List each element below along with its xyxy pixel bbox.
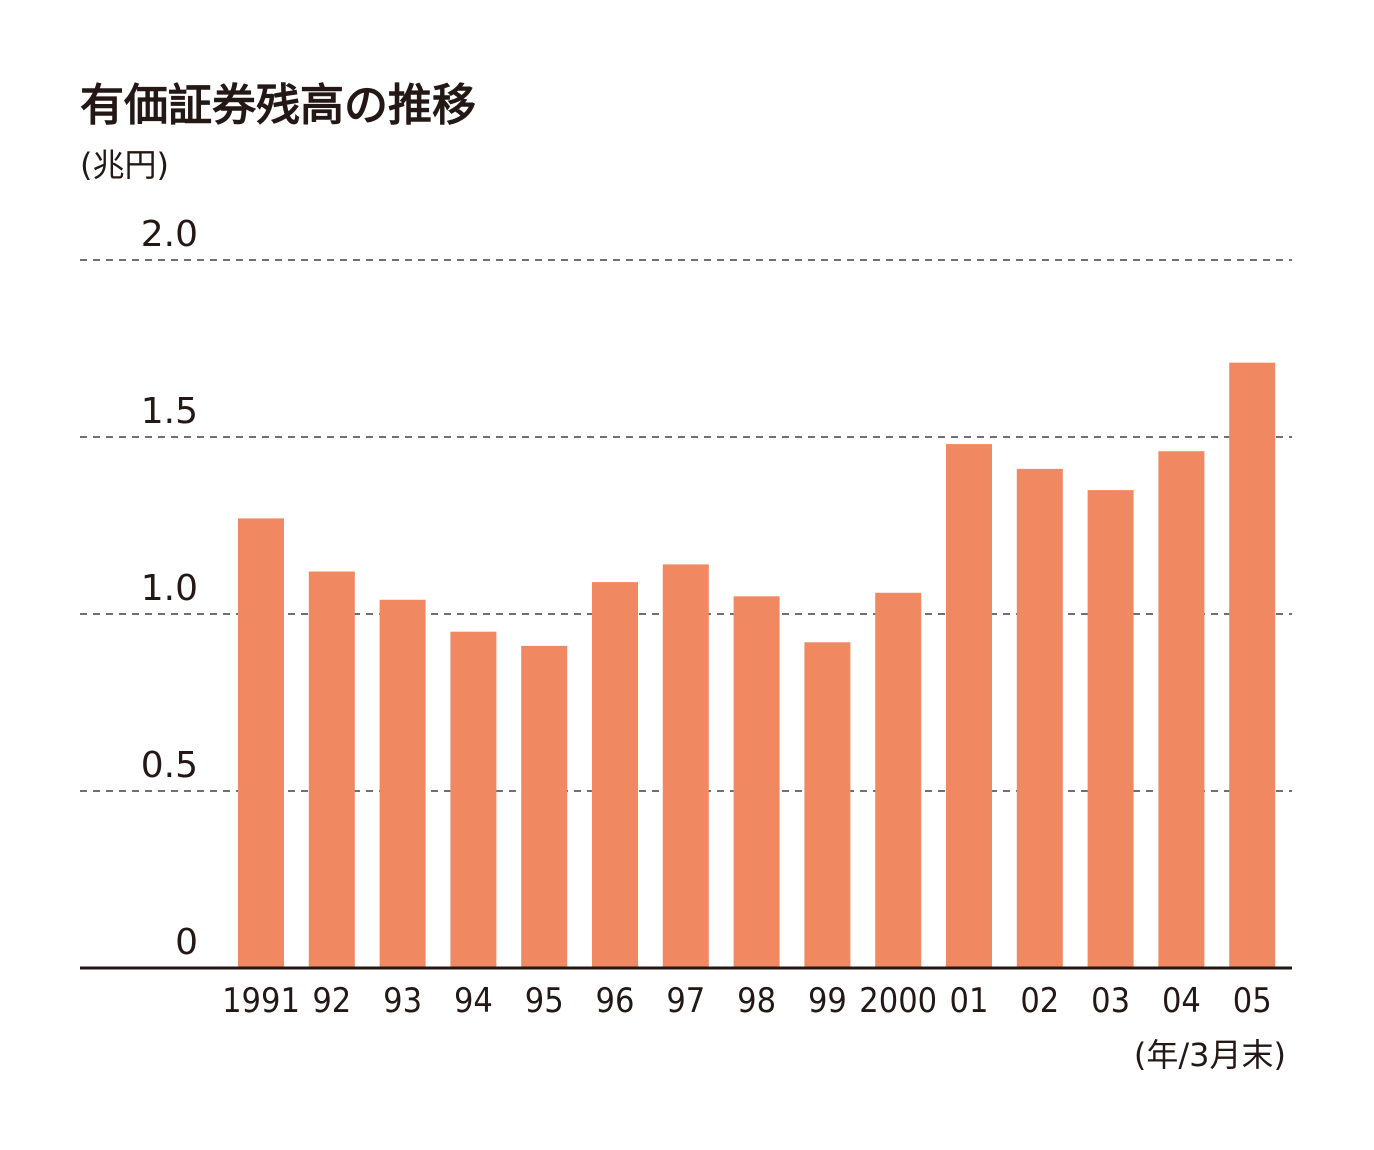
bar (875, 592, 922, 968)
x-tick-label: 04 (1162, 981, 1201, 1021)
x-tick-label: 95 (525, 981, 564, 1021)
x-tick-label: 99 (808, 981, 847, 1021)
bar (308, 571, 355, 968)
x-tick-label: 96 (596, 981, 635, 1021)
bar (1158, 451, 1205, 968)
x-tick-label: 01 (950, 981, 989, 1021)
x-tick-label: 92 (312, 981, 351, 1021)
x-tick-label: 98 (737, 981, 776, 1021)
x-tick-label: 93 (383, 981, 422, 1021)
bar (521, 645, 568, 968)
x-tick-label: 05 (1233, 981, 1272, 1021)
y-tick-label: 2.0 (141, 214, 198, 255)
y-tick-label: 1.5 (141, 391, 198, 432)
x-tick-label: 2000 (859, 981, 937, 1021)
x-tick-label: 02 (1020, 981, 1059, 1021)
bar (1087, 490, 1134, 968)
x-tick-label: 1991 (222, 981, 300, 1021)
bar (592, 582, 638, 968)
chart-title: 有価証券残高の推移 (80, 80, 476, 131)
bar (1016, 468, 1063, 968)
y-axis-unit: (兆円) (80, 146, 169, 184)
x-axis-label: (年/3月末) (1134, 1036, 1286, 1074)
bar (450, 631, 497, 968)
bar (662, 564, 709, 968)
x-tick-label: 97 (666, 981, 705, 1021)
y-axis-ticks: 0 0.5 1.0 1.5 2.0 (141, 214, 198, 963)
y-tick-label: 0.5 (141, 745, 198, 786)
bars (238, 362, 1276, 969)
y-tick-label: 1.0 (141, 568, 198, 609)
y-tick-label: 0 (175, 922, 198, 963)
bar (1229, 362, 1276, 968)
bar (379, 599, 426, 968)
x-tick-label: 03 (1091, 981, 1130, 1021)
bar (946, 444, 992, 969)
bar (733, 596, 780, 968)
bar (804, 642, 851, 968)
x-axis-ticks: 1991 92 93 94 95 96 97 98 99 2000 01 02 03 04 05 (222, 981, 1272, 1021)
x-tick-label: 94 (454, 981, 493, 1021)
bar (238, 518, 284, 968)
